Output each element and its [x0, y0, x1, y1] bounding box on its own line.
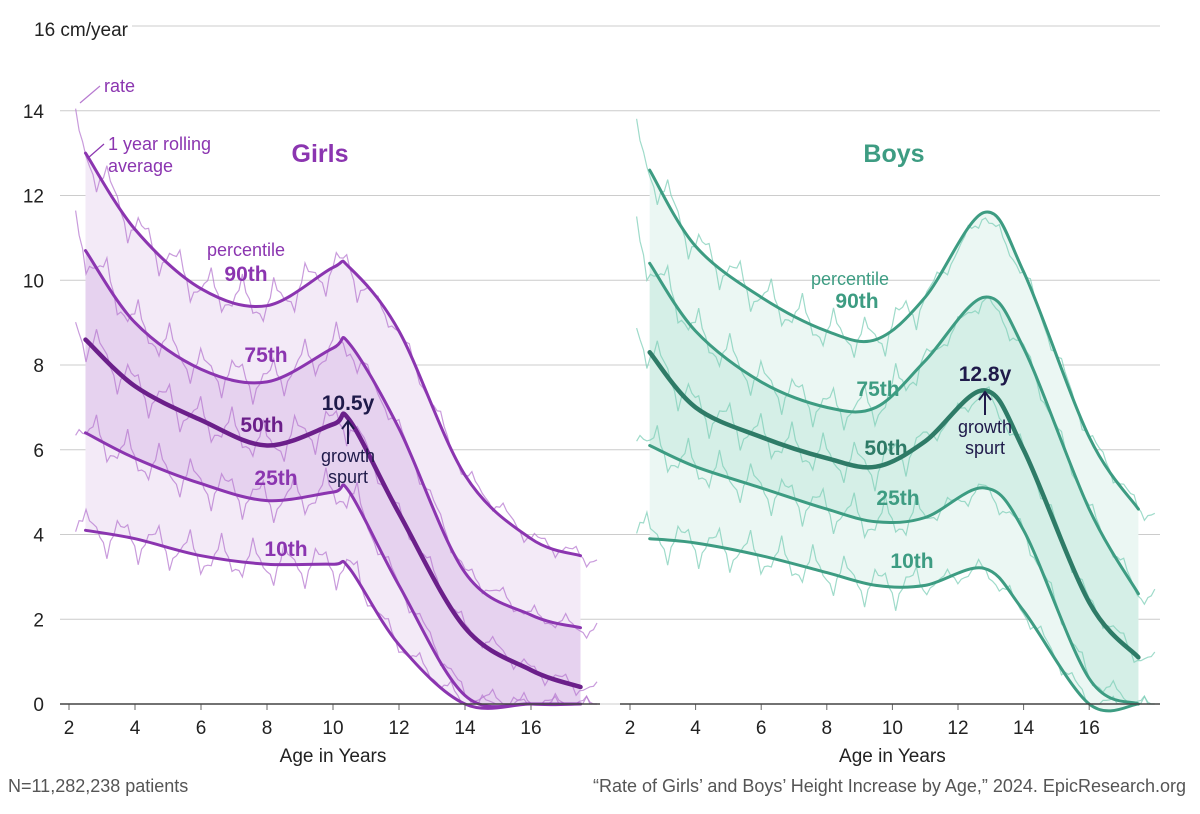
- series-line-10th: [84, 528, 582, 710]
- series-label-75th: 75th: [244, 344, 287, 367]
- series-line-75th: [84, 249, 582, 630]
- y-tick-label: 4: [33, 526, 44, 547]
- panel-title: Girls: [292, 140, 349, 168]
- series-label-50th: 50th: [864, 437, 907, 460]
- rate-line-90th: [75, 108, 598, 569]
- y-tick-label: 0: [33, 695, 44, 716]
- series-label-10th: 10th: [264, 538, 307, 561]
- panel-title: Boys: [863, 140, 924, 168]
- series-label-25th: 25th: [254, 467, 297, 490]
- y-tick-label: 8: [33, 356, 44, 377]
- percentile-label: percentile: [207, 240, 285, 260]
- band-75-25: [85, 250, 581, 707]
- growth-spurt-arrow-head: [978, 390, 992, 401]
- rate-label: rate: [104, 76, 135, 96]
- x-tick-label: 10: [322, 718, 343, 739]
- series-label-90th: 90th: [835, 290, 878, 313]
- x-tick-label: 14: [1013, 718, 1035, 739]
- x-tick-label: 4: [130, 718, 141, 739]
- x-tick-label: 12: [388, 718, 409, 739]
- growth-spurt-text-line1: growth: [321, 446, 375, 466]
- x-tick-label: 10: [882, 718, 903, 739]
- series-label-75th: 75th: [856, 378, 899, 401]
- growth-spurt-arrow-head: [341, 419, 355, 430]
- footer-citation: “Rate of Girls’ and Boys’ Height Increas…: [593, 776, 1186, 796]
- percentile-label: percentile: [811, 269, 889, 289]
- band-75-25: [649, 263, 1139, 704]
- series-label-50th: 50th: [240, 414, 283, 437]
- x-tick-label: 8: [262, 718, 273, 739]
- series-line-50th: [647, 350, 1141, 660]
- rolling-average-label-line1: 1 year rolling: [108, 134, 211, 154]
- x-axis-title: Age in Years: [280, 746, 387, 767]
- growth-spurt-text-line2: spurt: [328, 467, 368, 487]
- x-tick-label: 6: [756, 718, 767, 739]
- series-line-90th: [84, 151, 582, 558]
- series-line-75th: [648, 261, 1140, 596]
- x-tick-label: 4: [690, 718, 701, 739]
- growth-spurt-age-label: 10.5y: [322, 392, 375, 415]
- series-line-25th: [84, 431, 582, 709]
- x-tick-label: 16: [1079, 718, 1100, 739]
- x-tick-label: 12: [947, 718, 968, 739]
- y-tick-label: 6: [33, 441, 44, 462]
- rolling-average-label-line2: average: [108, 156, 173, 176]
- series-label-90th: 90th: [224, 263, 267, 286]
- y-tick-label: 12: [23, 187, 44, 208]
- series-line-50th: [83, 337, 583, 690]
- growth-spurt-text-line1: growth: [958, 417, 1012, 437]
- y-unit-label: 16 cm/year: [34, 20, 129, 41]
- rolling-leader-line: [87, 143, 105, 159]
- series-line-25th: [648, 444, 1140, 706]
- growth-spurt-age-label: 12.8y: [959, 363, 1012, 386]
- x-axis-title: Age in Years: [839, 746, 946, 767]
- girls-panel: Girls percentile 90th 75th 50th 25th 10th 10.5y…: [75, 85, 598, 710]
- growth-spurt-text-line2: spurt: [965, 438, 1005, 458]
- rate-leader-line: [79, 85, 101, 104]
- x-tick-label: 2: [64, 718, 75, 739]
- y-tick-label: 14: [23, 102, 45, 123]
- series-line-10th: [648, 537, 1140, 713]
- rate-line-90th: [636, 118, 1156, 522]
- series-label-10th: 10th: [890, 550, 933, 573]
- series-line-90th: [648, 168, 1140, 511]
- rate-line-75th: [75, 210, 598, 640]
- x-tick-label: 14: [454, 718, 476, 739]
- y-tick-label: 2: [33, 610, 44, 631]
- x-tick-label: 16: [520, 718, 541, 739]
- x-tick-label: 8: [822, 718, 833, 739]
- series-label-25th: 25th: [876, 487, 919, 510]
- footer-sample-size: N=11,282,238 patients: [8, 776, 188, 796]
- x-tick-label: 2: [625, 718, 636, 739]
- y-tick-label: 10: [23, 271, 44, 292]
- x-tick-label: 6: [196, 718, 207, 739]
